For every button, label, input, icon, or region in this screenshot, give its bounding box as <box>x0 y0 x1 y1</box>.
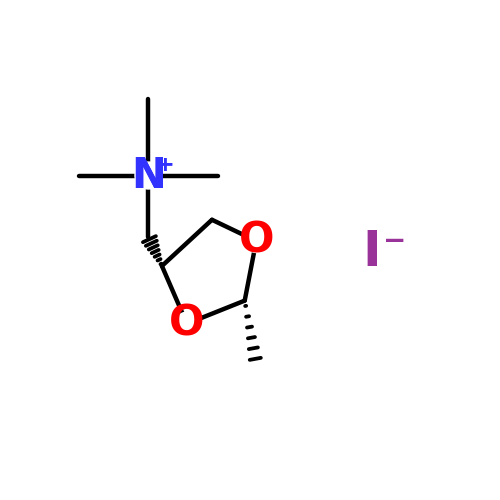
Text: O: O <box>169 302 204 344</box>
Text: I: I <box>362 228 381 276</box>
Text: O: O <box>238 220 274 262</box>
Text: N: N <box>131 154 166 196</box>
Text: +: + <box>156 154 174 174</box>
Circle shape <box>176 312 199 336</box>
Text: −: − <box>383 227 406 255</box>
Text: N: N <box>131 154 166 196</box>
Circle shape <box>244 230 268 252</box>
Circle shape <box>135 162 162 189</box>
Text: +: + <box>156 154 174 174</box>
